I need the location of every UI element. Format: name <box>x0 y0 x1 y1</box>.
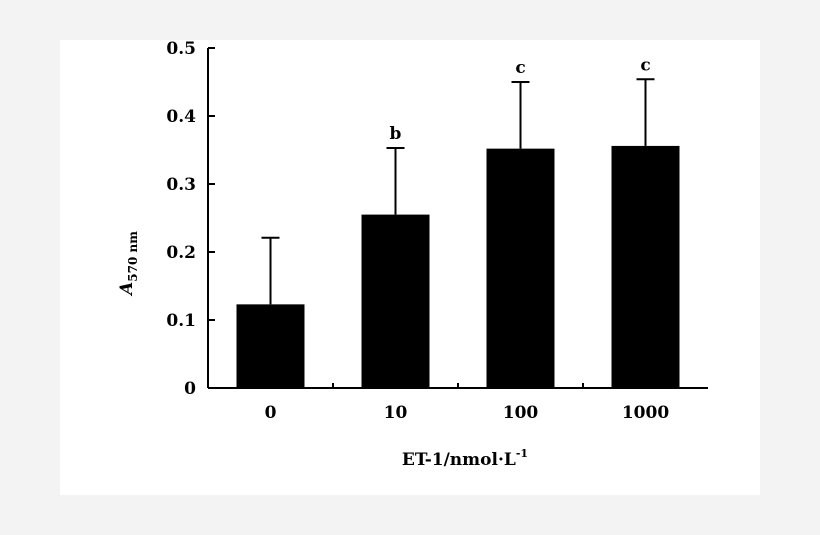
significance-label: c <box>515 58 525 78</box>
y-axis-label: A570 nm <box>117 231 140 297</box>
bars-group: b c c <box>236 55 680 388</box>
y-axis-ticks: 0 0.1 0.2 0.3 0.4 0.5 <box>166 40 215 399</box>
x-tick-label: 0 <box>265 403 277 423</box>
bar <box>486 148 555 388</box>
bar <box>611 145 680 388</box>
x-axis-label: ET-1/nmol·L-1 <box>402 447 528 470</box>
y-tick-label: 0 <box>184 379 196 399</box>
x-tick-label: 10 <box>384 403 408 423</box>
x-axis-ticks: 0 10 100 1000 <box>265 383 669 423</box>
y-tick-label: 0.1 <box>166 311 196 331</box>
bar <box>361 214 430 388</box>
x-tick-label: 100 <box>503 403 539 423</box>
bar-chart: 00.10.20.30.40.5 bc c 0 10 100 1000 A570 nm … <box>117 40 708 470</box>
y-tick-label: 0.3 <box>166 175 196 195</box>
significance-label: c <box>640 55 650 75</box>
y-tick-label: 0.4 <box>166 107 196 127</box>
x-tick-label: 1000 <box>622 403 669 423</box>
bar <box>236 304 305 388</box>
y-tick-label: 0.5 <box>166 40 196 59</box>
significance-label: b <box>390 124 402 144</box>
y-tick-label: 0.2 <box>166 243 196 263</box>
